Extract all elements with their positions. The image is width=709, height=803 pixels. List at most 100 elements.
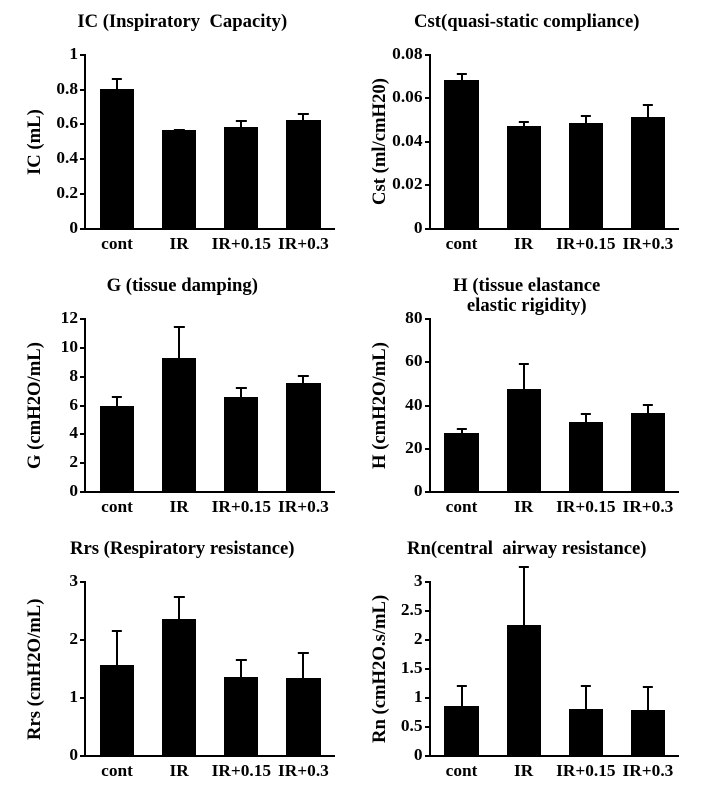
bar [286, 120, 320, 228]
error-bar [178, 129, 180, 131]
x-axis-label: IR+0.3 [617, 761, 679, 781]
error-bar [302, 113, 304, 120]
error-bar [240, 387, 242, 397]
chart-title: IC (Inspiratory Capacity) [10, 12, 355, 33]
bar [100, 89, 134, 228]
bar [100, 665, 134, 755]
x-axis-label: cont [86, 497, 148, 517]
bar-cell [86, 318, 148, 492]
x-axis-labels: contIRIR+0.15IR+0.3 [86, 491, 335, 517]
chart-h: H (tissue elastance elastic rigidity)020… [355, 270, 700, 534]
plot-area: 024681012contIRIR+0.15IR+0.3 [84, 318, 335, 494]
y-tick: 2 [69, 452, 86, 472]
bar-cell [617, 54, 679, 228]
chart-title: Rrs (Respiratory resistance) [10, 539, 355, 560]
error-bar [647, 104, 649, 117]
bar-cell [272, 54, 334, 228]
y-tick: 0 [69, 745, 86, 765]
x-axis-label: IR [493, 497, 555, 517]
x-axis-label: IR+0.3 [617, 497, 679, 517]
y-tick: 3 [414, 571, 431, 591]
x-axis-label: IR [493, 234, 555, 254]
bar-cell [210, 54, 272, 228]
x-axis-label: cont [86, 761, 148, 781]
chart-title: G (tissue damping) [10, 276, 355, 297]
bar-cell [210, 581, 272, 755]
x-axis-labels: contIRIR+0.15IR+0.3 [431, 491, 680, 517]
bar [444, 433, 478, 492]
x-axis-label: IR+0.15 [210, 234, 272, 254]
x-axis-label: IR+0.3 [272, 761, 334, 781]
error-bar [240, 659, 242, 677]
bar [631, 413, 665, 491]
error-bar [302, 375, 304, 382]
y-tick: 2.5 [401, 600, 431, 620]
y-axis-label: Rrs (cmH2O/mL) [24, 598, 46, 739]
y-tick: 0.8 [56, 79, 86, 99]
y-tick: 3 [69, 571, 86, 591]
y-tick: 0.6 [56, 113, 86, 133]
bar-cell [617, 581, 679, 755]
bar-cell [431, 54, 493, 228]
bar-cell [86, 581, 148, 755]
y-tick: 12 [61, 308, 86, 328]
bar-cell [86, 54, 148, 228]
x-axis-label: cont [86, 234, 148, 254]
bar-group [431, 318, 680, 492]
x-axis-labels: contIRIR+0.15IR+0.3 [431, 228, 680, 254]
error-bar [647, 404, 649, 413]
bar-cell [555, 54, 617, 228]
x-axis-label: IR [148, 497, 210, 517]
error-bar [178, 596, 180, 619]
y-tick: 60 [405, 351, 430, 371]
x-axis-labels: contIRIR+0.15IR+0.3 [431, 755, 680, 781]
bar-cell [272, 581, 334, 755]
y-tick: 0.08 [392, 44, 430, 64]
chart-rn: Rn(central airway resistance)00.511.522.… [355, 533, 700, 797]
x-axis-label: IR [148, 761, 210, 781]
x-axis-label: IR+0.15 [555, 761, 617, 781]
y-tick: 0.04 [392, 131, 430, 151]
x-axis-label: IR [148, 234, 210, 254]
plot-area: 020406080contIRIR+0.15IR+0.3 [429, 318, 680, 494]
bar-group [86, 581, 335, 755]
y-tick: 0 [69, 218, 86, 238]
bar [507, 126, 541, 228]
y-tick: 4 [69, 423, 86, 443]
x-axis-label: IR [493, 761, 555, 781]
bar [569, 123, 603, 227]
error-bar [116, 630, 118, 665]
bar-cell [493, 54, 555, 228]
error-bar [523, 566, 525, 625]
error-bar [302, 652, 304, 678]
y-tick: 8 [69, 366, 86, 386]
x-axis-label: cont [431, 497, 493, 517]
x-axis-label: IR+0.3 [272, 234, 334, 254]
x-axis-label: IR+0.15 [210, 497, 272, 517]
error-bar [461, 685, 463, 705]
error-bar [585, 413, 587, 422]
bar [224, 397, 258, 491]
error-bar [116, 396, 118, 406]
bar-cell [617, 318, 679, 492]
chart-grid: IC (Inspiratory Capacity)00.20.40.60.81c… [0, 0, 709, 803]
chart-rrs: Rrs (Respiratory resistance)0123contIRIR… [10, 533, 355, 797]
bar [162, 619, 196, 755]
x-axis-label: IR+0.15 [555, 497, 617, 517]
y-tick: 0 [414, 218, 431, 238]
y-axis-label: H (cmH2O/mL) [369, 342, 391, 469]
bar-cell [431, 581, 493, 755]
y-tick: 1 [69, 44, 86, 64]
bar-cell [493, 581, 555, 755]
bar [444, 706, 478, 755]
bar [224, 127, 258, 228]
y-axis-label: Cst (ml/cmH20) [369, 78, 391, 205]
plot-area: 00.020.040.060.08contIRIR+0.15IR+0.3 [429, 54, 680, 230]
chart-title: Cst(quasi-static compliance) [355, 12, 700, 33]
x-axis-label: cont [431, 761, 493, 781]
bar-cell [555, 318, 617, 492]
y-tick: 2 [69, 629, 86, 649]
y-tick: 6 [69, 395, 86, 415]
bar-cell [148, 581, 210, 755]
bar [631, 710, 665, 755]
